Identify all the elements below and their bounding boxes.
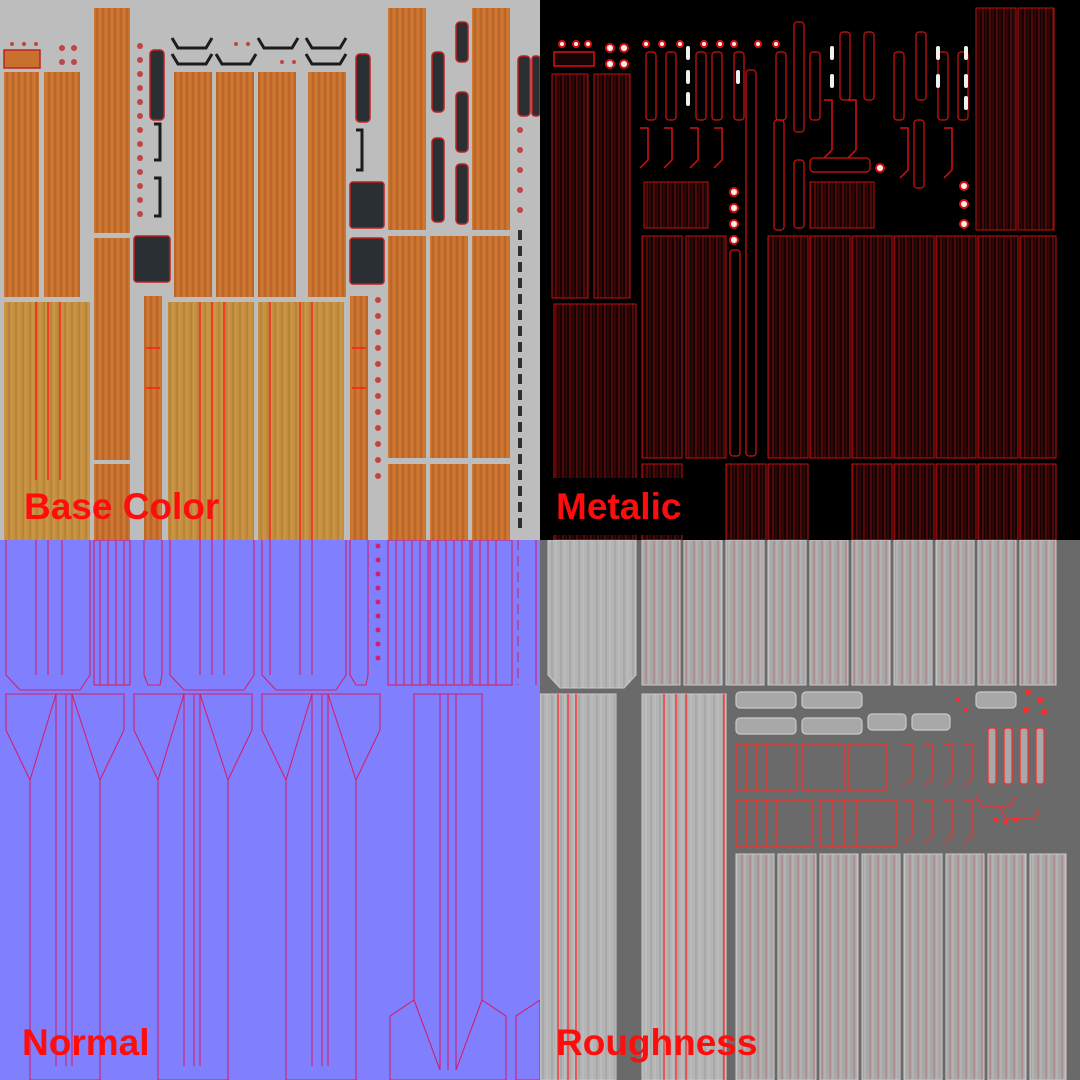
metalic-label: Metalic <box>550 478 696 535</box>
metalic-small-tile <box>553 51 595 67</box>
base-hardware-dots <box>10 42 523 479</box>
base-dark-pads <box>133 21 540 285</box>
metalic-hooks <box>639 99 953 179</box>
metalic-uv-layout <box>551 7 1057 540</box>
normal-arrow-shapes <box>5 693 540 1080</box>
base-wood-planks <box>4 8 510 540</box>
normal-label: Normal <box>22 1022 150 1063</box>
roughness-bottom-planks <box>540 693 1067 1080</box>
roughness-uv-layout <box>540 540 1067 1080</box>
roughness-bolts <box>956 689 1047 825</box>
base-color-label: Base Color <box>24 486 220 527</box>
base-small-tile <box>3 49 41 69</box>
base-brackets <box>154 37 364 218</box>
normal-dots <box>375 543 381 661</box>
metalic-white-slots <box>686 46 968 110</box>
roughness-label: Roughness <box>556 1022 758 1063</box>
normal-map: Normal <box>0 540 540 1080</box>
base-uv-seams <box>35 302 366 540</box>
roughness-top-planks <box>547 540 1057 689</box>
metalic-map: Metalic <box>540 0 1080 540</box>
base-color-uv-layout <box>3 8 540 540</box>
normal-uv-layout <box>5 540 540 1080</box>
metalic-white-bolts <box>558 40 969 245</box>
metalic-rods <box>645 21 969 457</box>
roughness-hardware <box>735 691 1045 847</box>
base-color-map: Base Color <box>0 0 540 540</box>
roughness-seams <box>557 694 725 1080</box>
roughness-map: Roughness <box>540 540 1080 1080</box>
normal-top-strips <box>5 540 537 691</box>
